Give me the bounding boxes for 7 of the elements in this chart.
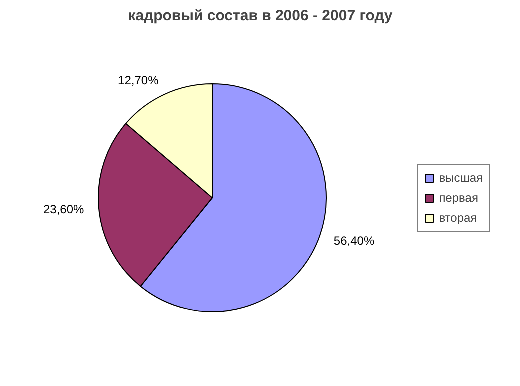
legend-label: вторая — [439, 210, 478, 224]
legend-label: первая — [439, 190, 478, 204]
legend-label: высшая — [439, 170, 483, 184]
chart-title: кадровый состав в 2006 - 2007 году — [128, 8, 394, 24]
data-label: 12,70% — [118, 74, 160, 88]
data-label: 23,60% — [44, 202, 85, 217]
data-label: 56,40% — [334, 234, 375, 248]
